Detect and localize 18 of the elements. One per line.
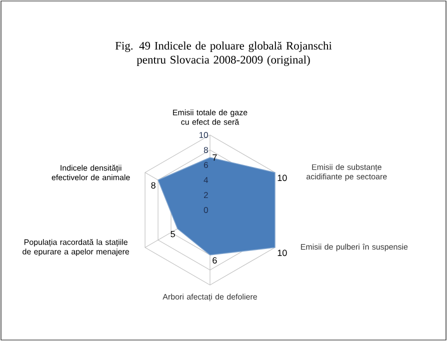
y-tick-label: 2: [204, 192, 208, 198]
data-label: 10: [278, 174, 287, 182]
spoke-label: Emisii de substanțe acidifiante pe sectoare: [306, 164, 387, 181]
spoke-label: Arbori afectați de defoliere: [162, 294, 257, 302]
spoke-label: Emisii totale de gaze cu efect de seră: [173, 109, 248, 125]
y-tick-label: 10: [199, 132, 208, 138]
spoke-label: Emisii de pulberi în suspensie: [301, 244, 408, 252]
chart-title: Fig. 49 Indicele de poluare globală Rojanschi pentru Slovacia 2008-2009 (original): [115, 42, 332, 66]
data-label: 8: [151, 182, 156, 189]
y-tick-label: 8: [204, 147, 208, 154]
y-tick-label: 4: [204, 177, 208, 183]
y-tick-label: 6: [204, 162, 208, 168]
y-tick-label: 0: [204, 207, 208, 214]
data-label: 5: [170, 230, 175, 238]
data-label: 10: [278, 250, 287, 256]
spoke-label: Populația racordată la stațiile de epurare a apelor menajere: [22, 238, 130, 256]
spoke-label: Indicele densității efectivelor de animale: [52, 164, 130, 180]
data-label: 6: [212, 257, 217, 264]
